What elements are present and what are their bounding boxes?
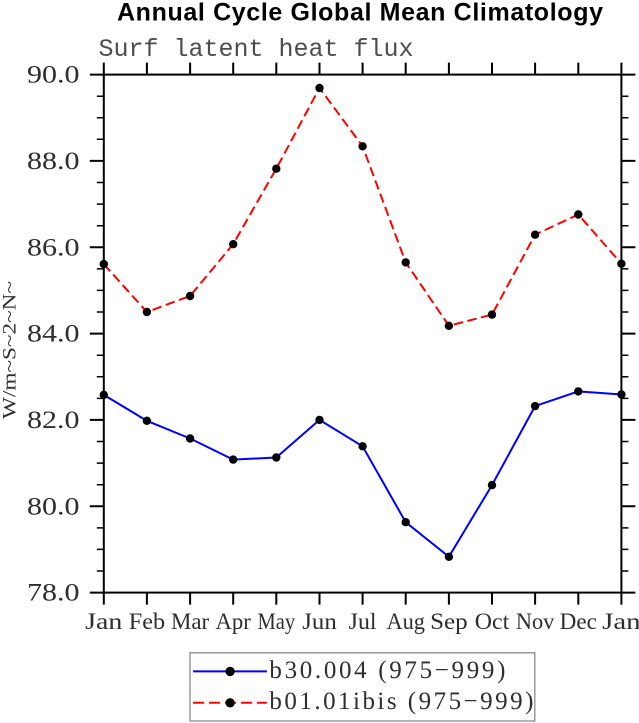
svg-text:May: May <box>257 609 295 634</box>
svg-text:W/m~S~2~N~: W/m~S~2~N~ <box>1 281 21 419</box>
svg-text:Surf latent heat flux: Surf latent heat flux <box>99 35 414 64</box>
svg-text:b01.01ibis (975−999): b01.01ibis (975−999) <box>269 688 533 715</box>
svg-text:Nov: Nov <box>516 609 555 634</box>
svg-text:Dec: Dec <box>560 609 597 634</box>
svg-text:80.0: 80.0 <box>27 493 80 520</box>
svg-text:Jan: Jan <box>85 609 123 634</box>
svg-text:Jul: Jul <box>349 609 377 634</box>
svg-text:Apr: Apr <box>216 609 252 634</box>
svg-text:84.0: 84.0 <box>27 321 80 348</box>
svg-text:Jan: Jan <box>602 609 639 634</box>
svg-text:Annual Cycle Global Mean Clima: Annual Cycle Global Mean Climatology <box>117 0 603 27</box>
svg-text:Mar: Mar <box>171 609 210 634</box>
svg-text:Aug: Aug <box>386 609 425 634</box>
svg-text:90.0: 90.0 <box>27 62 80 89</box>
svg-text:78.0: 78.0 <box>27 580 80 607</box>
svg-text:Oct: Oct <box>475 609 510 634</box>
svg-text:Jun: Jun <box>302 609 337 634</box>
svg-text:86.0: 86.0 <box>27 234 80 261</box>
svg-text:82.0: 82.0 <box>27 407 80 434</box>
svg-text:88.0: 88.0 <box>27 148 80 175</box>
svg-text:Feb: Feb <box>129 609 165 634</box>
svg-text:Sep: Sep <box>430 609 468 634</box>
